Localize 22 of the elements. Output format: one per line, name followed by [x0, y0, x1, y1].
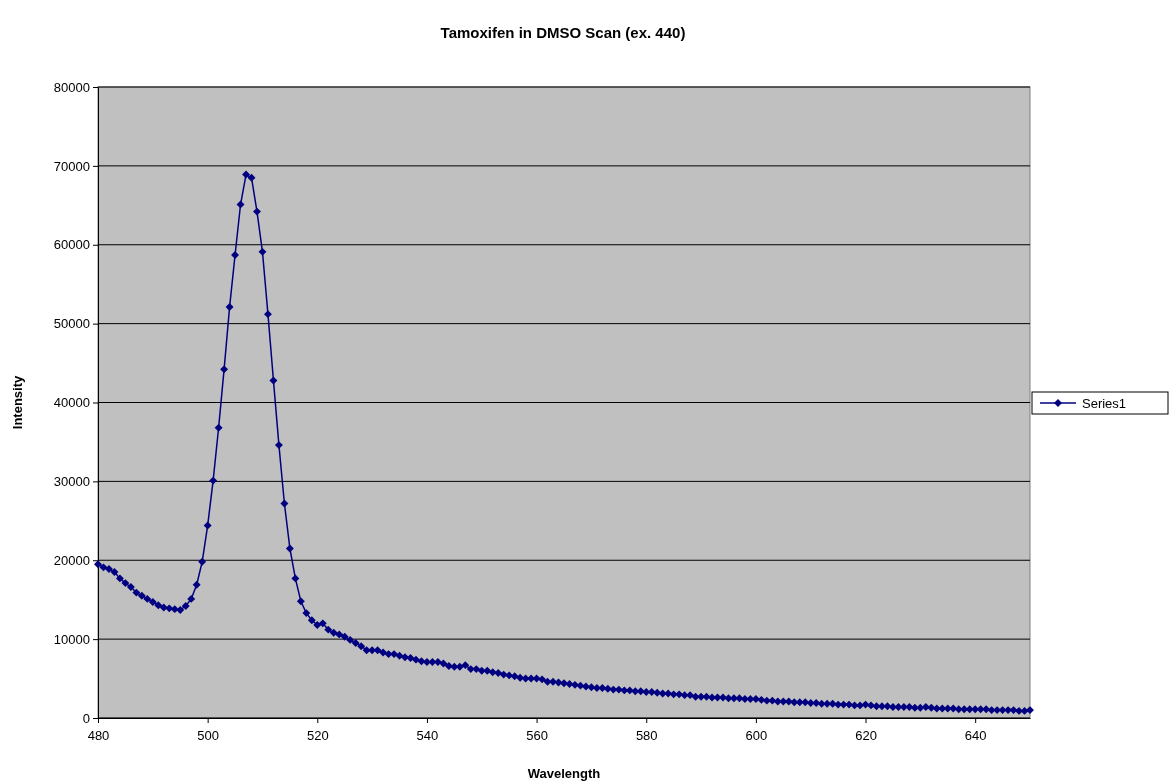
y-tick-label: 20000 [53, 552, 90, 568]
x-axis-title: Wavelength [527, 766, 601, 781]
x-tick-label: 480 [87, 728, 110, 744]
legend-label: Series1 [1082, 395, 1127, 411]
x-tick-label: 520 [306, 728, 329, 744]
x-tick-label: 600 [745, 728, 768, 744]
x-tick-label: 580 [635, 728, 658, 744]
y-tick-label: 80000 [53, 79, 90, 95]
x-tick-label: 500 [197, 728, 219, 744]
y-tick-label: 0 [82, 710, 90, 726]
y-tick-label: 70000 [53, 158, 90, 174]
x-tick-label: 540 [416, 728, 439, 744]
y-axis-title: Intensity [10, 375, 25, 430]
y-tick-label: 30000 [53, 474, 90, 490]
y-tick-label: 50000 [53, 316, 90, 332]
x-tick-label: 560 [526, 728, 548, 744]
x-tick-label: 640 [964, 728, 987, 744]
y-tick-label: 10000 [53, 631, 90, 647]
x-tick-label: 620 [855, 728, 877, 744]
chart-title: Tamoxifen in DMSO Scan (ex. 440) [440, 24, 686, 41]
y-tick-label: 40000 [53, 395, 90, 411]
y-tick-label: 60000 [53, 237, 90, 253]
